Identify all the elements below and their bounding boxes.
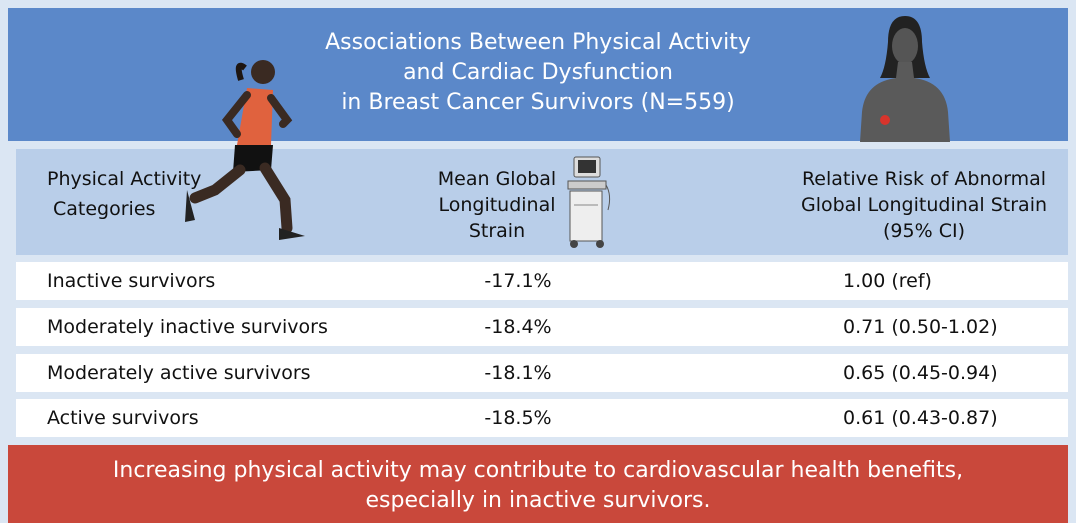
strain-cell: -18.1%: [418, 354, 618, 392]
risk-cell: 1.00 (ref): [843, 262, 932, 300]
patient-icon: [850, 12, 960, 142]
category-cell: Inactive survivors: [47, 262, 215, 300]
infographic: Associations Between Physical Activity a…: [0, 0, 1076, 523]
column-header: Global Longitudinal Strain: [774, 192, 1074, 218]
risk-cell: 0.71 (0.50-1.02): [843, 308, 998, 346]
category-cell: Moderately active survivors: [47, 354, 311, 392]
column-header: Categories: [53, 196, 155, 222]
strain-cell: -17.1%: [418, 262, 618, 300]
risk-cell: 0.61 (0.43-0.87): [843, 399, 998, 437]
strain-cell: -18.5%: [418, 399, 618, 437]
column-header: Relative Risk of Abnormal: [774, 166, 1074, 192]
column-header: (95% CI): [774, 218, 1074, 244]
strain-cell: -18.4%: [418, 308, 618, 346]
risk-cell: 0.65 (0.45-0.94): [843, 354, 998, 392]
conclusion-line: especially in inactive survivors.: [0, 486, 1076, 516]
runner-icon: [175, 50, 325, 250]
category-cell: Active survivors: [47, 399, 199, 437]
category-cell: Moderately inactive survivors: [47, 308, 328, 346]
conclusion-line: Increasing physical activity may contrib…: [0, 456, 1076, 486]
ultrasound-icon: [560, 155, 615, 250]
